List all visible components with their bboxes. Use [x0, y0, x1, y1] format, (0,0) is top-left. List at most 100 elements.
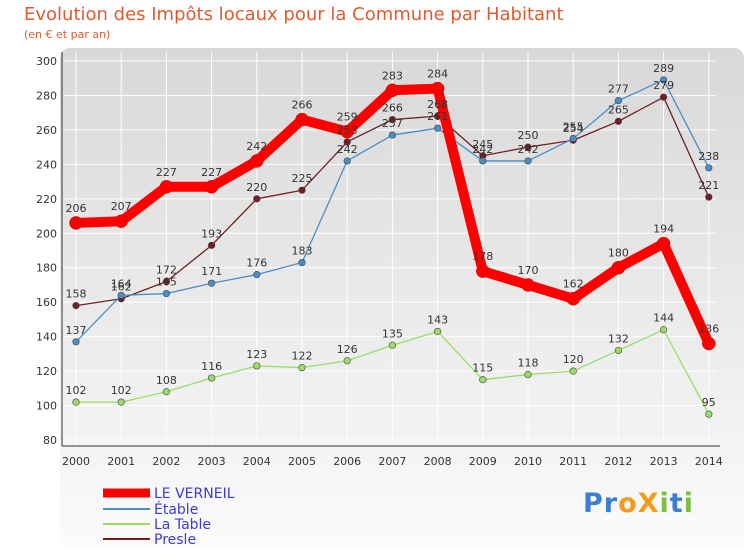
data-point [569, 134, 577, 143]
data-label: 206 [66, 202, 87, 215]
data-label: 227 [201, 166, 222, 179]
data-point [208, 241, 216, 249]
chart-subtitle: (en € et par an) [24, 28, 111, 41]
data-label: 255 [563, 121, 584, 134]
axes: 80 100 120 140 160 180 200 220 240 260 280 300 2000 2… [36, 52, 723, 468]
data-point [204, 180, 219, 194]
logo-letter: i [683, 488, 694, 519]
y-tick-label: 260 [36, 124, 57, 137]
data-point [253, 362, 261, 370]
data-label: 221 [698, 179, 719, 192]
data-label: 265 [608, 103, 629, 116]
data-point [343, 157, 351, 165]
data-point [388, 131, 397, 139]
data-labels: 158 162 172 193 220 225 253 266 268 245 250 254 265 2… [66, 62, 720, 409]
data-point [298, 186, 306, 194]
x-tick-label: 2003 [198, 455, 226, 468]
legend-label: La Table [154, 517, 211, 533]
data-label: 266 [382, 102, 403, 115]
data-label: 261 [427, 110, 448, 123]
data-label: 162 [563, 278, 584, 291]
data-label: 115 [472, 362, 493, 375]
data-point [162, 277, 170, 286]
data-label: 266 [292, 99, 313, 112]
data-label: 144 [653, 312, 674, 325]
data-point [72, 302, 80, 310]
data-point [659, 93, 668, 101]
data-label: 245 [472, 138, 493, 151]
data-label: 176 [246, 257, 267, 270]
x-tick-label: 2008 [424, 455, 452, 468]
data-point [569, 367, 577, 375]
data-point [521, 278, 535, 292]
data-point [434, 124, 442, 132]
data-point [476, 264, 490, 278]
data-label: 165 [156, 276, 177, 289]
data-point [69, 216, 83, 230]
data-label: 220 [246, 181, 267, 194]
x-tick-label: 2004 [243, 455, 271, 468]
y-tick-label: 200 [36, 227, 57, 240]
data-label: 135 [382, 327, 403, 340]
y-tick-label: 140 [36, 331, 57, 344]
x-tick-label: 2011 [559, 455, 587, 468]
logo-letter: r [603, 488, 619, 519]
data-point [705, 193, 713, 201]
y-tick-label: 120 [36, 365, 57, 378]
data-label: 143 [427, 313, 448, 326]
data-label: 250 [518, 129, 539, 142]
data-point [343, 138, 351, 146]
data-point [72, 338, 80, 346]
data-label: 194 [653, 223, 674, 236]
data-label: 118 [518, 357, 539, 370]
data-label: 283 [382, 69, 403, 82]
data-label: 268 [427, 98, 448, 111]
logo-letter: o [618, 488, 638, 519]
data-label: 95 [702, 396, 716, 409]
data-label: 254 [563, 122, 584, 135]
data-label: 253 [337, 124, 358, 137]
chart-title: Evolution des Impôts locaux pour la Comm… [24, 4, 564, 25]
data-point [208, 279, 216, 287]
data-point [430, 81, 445, 96]
data-label: 126 [337, 343, 358, 356]
data-point [117, 291, 125, 299]
data-label: 102 [111, 384, 132, 397]
data-point [253, 195, 261, 203]
data-label: 172 [156, 264, 177, 277]
data-label: 259 [337, 111, 358, 124]
series-group [69, 76, 716, 418]
logo-letter: t [669, 488, 684, 519]
x-tick-label: 2012 [604, 455, 632, 468]
logo-letter: i [659, 488, 670, 519]
data-point [298, 258, 306, 267]
x-tick-label: 2014 [695, 455, 723, 468]
data-label: 242 [337, 143, 358, 156]
data-point [705, 410, 713, 418]
data-point [250, 154, 264, 168]
data-point [253, 271, 261, 279]
data-label: 257 [382, 117, 403, 130]
data-point [614, 346, 623, 355]
data-label: 136 [698, 323, 719, 336]
y-tick-label: 220 [36, 193, 57, 206]
data-point [611, 260, 626, 275]
data-label: 238 [698, 150, 719, 163]
data-label: 122 [292, 350, 313, 363]
logo-letter: X [637, 488, 660, 519]
data-label: 242 [246, 140, 267, 153]
y-tick-label: 240 [36, 158, 57, 171]
data-point [388, 115, 397, 124]
data-point [434, 327, 442, 336]
x-tick-label: 2010 [514, 455, 542, 468]
data-label: 183 [292, 245, 313, 258]
data-point [479, 157, 487, 165]
data-point [208, 374, 216, 382]
legend-label: LE VERNEIL [154, 486, 235, 502]
data-label: 242 [518, 143, 539, 156]
data-label: 123 [246, 348, 267, 361]
data-label: 102 [66, 384, 87, 397]
y-tick-label: 280 [36, 89, 57, 102]
data-label: 137 [66, 324, 87, 337]
x-tick-label: 2002 [152, 455, 180, 468]
